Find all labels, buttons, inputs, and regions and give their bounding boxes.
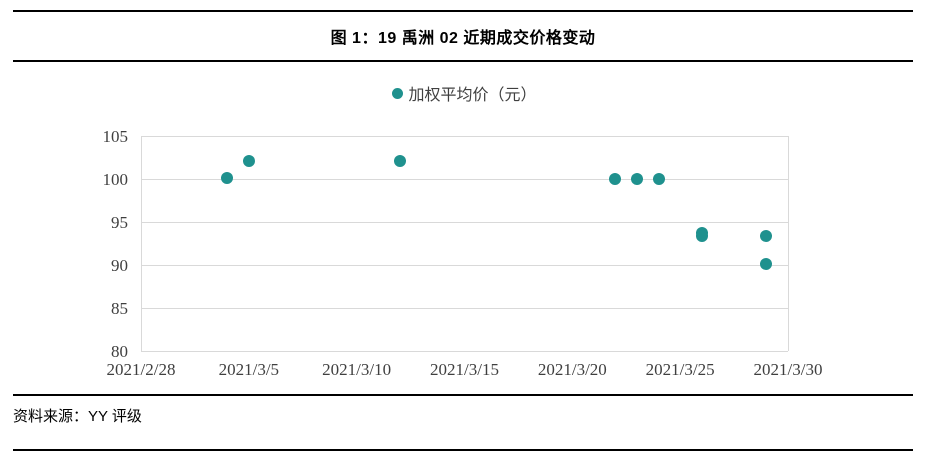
y-gridline xyxy=(141,179,788,180)
legend-circle-icon xyxy=(392,87,404,99)
y-tick-label: 90 xyxy=(111,256,128,275)
y-gridline xyxy=(141,265,788,266)
plot-border-left xyxy=(141,136,142,351)
source-note: 资料来源：YY 评级 xyxy=(13,407,142,425)
x-tick-label: 2021/3/5 xyxy=(218,360,280,379)
footer-band: 资料来源：YY 评级 xyxy=(13,400,913,430)
data-point xyxy=(221,172,234,185)
data-point xyxy=(242,154,255,167)
figure-title: 图 1：19 禹洲 02 近期成交价格变动 xyxy=(330,30,596,47)
plot-border-right xyxy=(788,136,789,351)
y-tick-label: 100 xyxy=(102,170,129,189)
y-tick-label: 80 xyxy=(111,342,128,361)
title-bottom-rule xyxy=(13,60,913,62)
x-tick-label: 2021/2/28 xyxy=(106,360,176,379)
chart-legend: 加权平均价（元） xyxy=(141,83,788,104)
x-tick-label: 2021/3/30 xyxy=(753,360,823,379)
y-gridline xyxy=(141,222,788,223)
y-gridline xyxy=(141,351,788,352)
y-gridline xyxy=(141,308,788,309)
bottom-rule xyxy=(13,449,913,451)
y-gridline xyxy=(141,136,788,137)
x-tick-label: 2021/3/25 xyxy=(645,360,715,379)
y-tick-label: 95 xyxy=(111,213,128,232)
legend-label: 加权平均价（元） xyxy=(408,87,537,104)
data-point xyxy=(393,154,406,167)
x-tick-label: 2021/3/15 xyxy=(430,360,499,379)
x-tick-label: 2021/3/20 xyxy=(537,360,607,379)
footer-top-rule xyxy=(13,394,913,396)
x-tick-label: 2021/3/10 xyxy=(322,360,392,379)
data-point xyxy=(652,173,665,185)
top-rule xyxy=(13,10,913,12)
data-point xyxy=(695,229,708,242)
data-point xyxy=(760,229,773,242)
y-tick-label: 85 xyxy=(111,299,128,318)
data-point xyxy=(631,173,644,185)
title-band: 图 1：19 禹洲 02 近期成交价格变动 xyxy=(13,12,913,60)
data-point xyxy=(609,173,622,185)
data-point xyxy=(760,258,773,271)
y-tick-label: 105 xyxy=(102,127,129,146)
